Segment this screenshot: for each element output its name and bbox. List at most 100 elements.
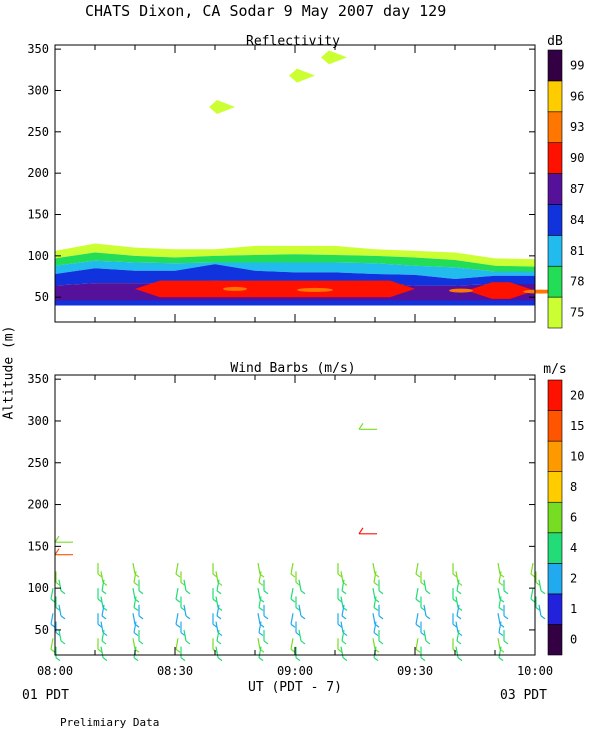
wind-barb-tick [290, 573, 296, 578]
wind-barb [132, 588, 136, 600]
wind-barb [257, 562, 261, 575]
x-tick-label: 10:00 [517, 664, 553, 678]
reflectivity-orange-spot [297, 287, 333, 292]
wind-barb [530, 562, 534, 575]
wind-barb-tick [60, 590, 66, 595]
wind-barb-tick [498, 607, 504, 611]
wind-barb [455, 596, 459, 608]
wind-barb [215, 571, 219, 583]
wind-barb [373, 571, 377, 583]
y-tick-label: 150 [27, 208, 49, 222]
wind-barb-tick [415, 623, 421, 628]
left-time-label: 01 PDT [22, 688, 69, 703]
y-tick-label: 100 [27, 249, 49, 263]
reflectivity-blob [209, 100, 235, 115]
wind-barb-tick [300, 640, 306, 645]
wind-barb-tick [60, 615, 66, 620]
wind-barb [257, 638, 261, 650]
wind-barb-tick [456, 590, 462, 595]
wind-barb-tick [425, 590, 431, 595]
reflectivity-colorbar-label: 93 [570, 120, 584, 134]
wind-barb-tick [373, 632, 379, 637]
wind-barb-tick [60, 640, 66, 645]
wind-barb-tick [175, 623, 181, 628]
wind-barb [50, 613, 54, 625]
wind-barb-tick [185, 590, 191, 595]
wind-barb [257, 613, 261, 625]
wind-barb [183, 604, 187, 616]
wind-barb [132, 562, 136, 575]
reflectivity-colorbar-label: 96 [570, 89, 584, 103]
wind-barb-tick [498, 632, 504, 637]
wind-barb-special-tick [54, 535, 60, 543]
wind-barb [298, 604, 302, 616]
y-tick-label: 50 [35, 623, 49, 637]
wind-barb-tick [290, 598, 296, 603]
wind-barb-tick [263, 640, 269, 645]
wind-barb-tick [290, 623, 296, 628]
wind-barb [455, 621, 459, 633]
wind-barb-tick [425, 615, 431, 620]
wind-barb [215, 646, 219, 658]
wind-barb [58, 604, 62, 616]
wind-barb-tick [373, 581, 379, 586]
wind-barb [216, 604, 220, 616]
wind-colorbar-swatch [547, 440, 563, 472]
reflectivity-colorbar-label: 81 [570, 244, 584, 258]
wind-barb [216, 579, 220, 591]
wind-colorbar-label: 1 [570, 602, 577, 616]
wind-barb [498, 596, 502, 608]
reflectivity-layer [55, 252, 535, 272]
wind-barb [290, 638, 294, 650]
reflectivity-colorbar-swatch [547, 80, 563, 113]
reflectivity-colorbar-swatch [547, 265, 563, 298]
wind-barb-special-tick [54, 548, 60, 556]
wind-barb-tick [258, 657, 264, 662]
x-tick-label: 08:00 [37, 664, 73, 678]
wind-barb [498, 621, 502, 633]
wind-barb [341, 629, 345, 642]
wind-barb-tick [258, 607, 264, 611]
reflectivity-layer [55, 243, 535, 267]
wind-colorbar-swatch [547, 563, 563, 595]
y-tick-label: 300 [27, 83, 49, 97]
wind-colorbar-label: 6 [570, 511, 577, 525]
wind-barb [372, 613, 376, 625]
wind-barb-tick [300, 590, 306, 595]
wind-colorbar-label: 4 [570, 541, 577, 555]
reflectivity-colorbar-swatch [547, 111, 563, 143]
wind-barb [50, 588, 54, 600]
wind-barb [100, 621, 104, 633]
wind-barb-tick [415, 598, 421, 603]
wind-barb-tick [415, 648, 421, 653]
reflectivity-orange-spot [223, 286, 247, 291]
wind-barb [258, 596, 262, 608]
wind-barb [175, 562, 179, 575]
wind-barb-tick [50, 648, 56, 653]
wind-barb-tick [258, 581, 264, 586]
wind-barb-tick [263, 615, 269, 620]
wind-barb [258, 646, 262, 658]
wind-barb-tick [341, 590, 347, 595]
y-tick-label: 150 [27, 539, 49, 553]
wind-colorbar-label: 2 [570, 572, 577, 586]
wind-barb [258, 621, 262, 633]
wind-barb [498, 646, 502, 658]
wind-barb-special-tick [358, 422, 364, 430]
wind-barb-tick [420, 657, 426, 662]
wind-barb [101, 579, 105, 591]
wind-barb [530, 588, 534, 600]
wind-barb [415, 588, 419, 600]
wind-barb-tick [295, 657, 301, 662]
reflectivity-orange-spot [449, 288, 473, 293]
wind-barb [215, 621, 219, 633]
y-tick-label: 200 [27, 498, 49, 512]
wind-barb-tick [217, 657, 223, 662]
wind-barb [183, 579, 187, 591]
wind-barb-tick [133, 581, 139, 586]
wind-barb-tick [378, 640, 384, 645]
wind-barb [216, 629, 220, 642]
wind-barb [101, 629, 105, 642]
wind-barb [456, 579, 460, 591]
